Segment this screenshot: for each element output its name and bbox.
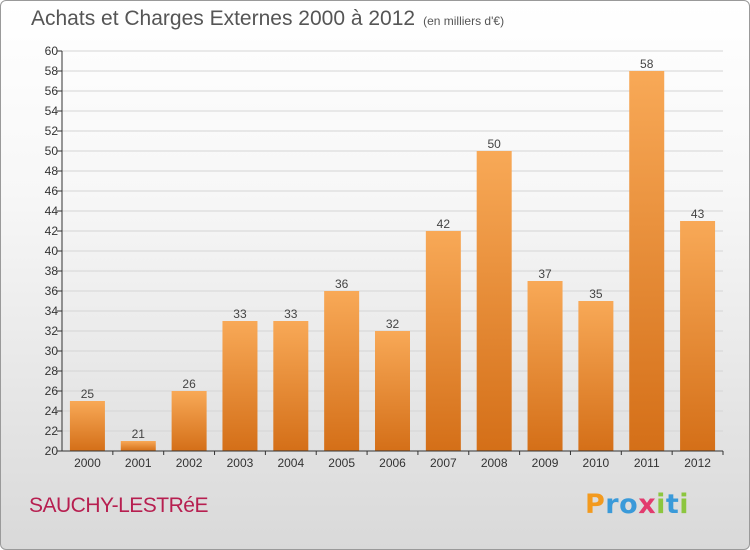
y-tick-label: 60 [45, 44, 59, 58]
y-tick-label: 28 [45, 364, 59, 378]
y-tick-label: 32 [45, 324, 59, 338]
x-tick-label: 2002 [176, 456, 203, 470]
logo-letter: i [679, 489, 690, 520]
y-tick-label: 46 [45, 184, 59, 198]
data-label: 21 [132, 427, 146, 441]
commune-name: SAUCHY-LESTRéE [29, 494, 208, 517]
bars [69, 71, 716, 451]
bar [222, 321, 258, 451]
y-tick-label: 24 [45, 404, 59, 418]
axes [57, 50, 724, 455]
y-tick-label: 42 [45, 224, 59, 238]
data-label: 25 [81, 387, 95, 401]
y-tick-label: 52 [45, 124, 59, 138]
x-tick-label: 2005 [328, 456, 355, 470]
data-label: 42 [437, 217, 451, 231]
logo-letter: P [585, 489, 606, 520]
bar [69, 401, 105, 451]
y-tick-label: 58 [45, 64, 59, 78]
data-label: 58 [640, 57, 654, 71]
y-tick-label: 40 [45, 244, 59, 258]
x-tick-label: 2009 [532, 456, 559, 470]
bar [425, 231, 461, 451]
data-label: 50 [488, 137, 502, 151]
bar [578, 301, 614, 451]
x-tick-label: 2003 [227, 456, 254, 470]
data-label: 26 [182, 377, 196, 391]
bar [171, 391, 207, 451]
y-tick-label: 56 [45, 84, 59, 98]
data-label: 36 [335, 277, 349, 291]
x-tick-label: 2010 [583, 456, 610, 470]
y-tick-label: 54 [45, 104, 59, 118]
chart-subtitle: (en milliers d'€) [423, 14, 505, 28]
y-tick-label: 22 [45, 424, 59, 438]
x-tick-label: 2004 [277, 456, 304, 470]
bar [375, 331, 410, 451]
logo-letter: t [665, 489, 680, 520]
data-label: 43 [691, 207, 705, 221]
bar [680, 221, 716, 451]
y-tick-label: 44 [45, 204, 59, 218]
data-label: 35 [589, 287, 603, 301]
logo-letter: x [638, 489, 657, 520]
bar [629, 71, 665, 451]
data-label: 33 [284, 307, 298, 321]
bar [120, 441, 156, 451]
y-tick-label: 48 [45, 164, 59, 178]
x-tick-label: 2001 [125, 456, 152, 470]
bar [273, 321, 309, 451]
y-tick-label: 20 [45, 444, 59, 458]
y-tick-label: 50 [45, 144, 59, 158]
x-tick-label: 2012 [684, 456, 711, 470]
data-label: 37 [538, 267, 552, 281]
data-label: 33 [233, 307, 247, 321]
chart-title: Achats et Charges Externes 2000 à 2012 (e… [31, 7, 504, 31]
y-tick-label: 30 [45, 344, 59, 358]
x-tick-label: 2011 [634, 456, 660, 470]
labels: 20 22 24 26 28 30 32 34 36 38 40 42 44 46 48 50 52 54 56 58… [45, 44, 712, 470]
chart-title-text: Achats et Charges Externes 2000 à 2012 [31, 7, 416, 30]
logo-letter: r [605, 489, 620, 520]
logo-letter: o [619, 489, 639, 520]
y-tick-label: 36 [45, 284, 59, 298]
y-tick-label: 26 [45, 384, 59, 398]
x-tick-label: 2006 [379, 456, 406, 470]
proxiti-logo: Proxiti [585, 489, 689, 520]
x-tick-label: 2008 [481, 456, 508, 470]
data-label: 32 [386, 317, 400, 331]
y-tick-label: 38 [45, 264, 59, 278]
y-tick-label: 34 [45, 304, 59, 318]
logo-letter: i [656, 489, 666, 520]
bar [476, 151, 512, 451]
x-tick-label: 2000 [74, 456, 101, 470]
x-tick-label: 2007 [430, 456, 457, 470]
bar [324, 291, 360, 451]
bar [527, 281, 563, 451]
